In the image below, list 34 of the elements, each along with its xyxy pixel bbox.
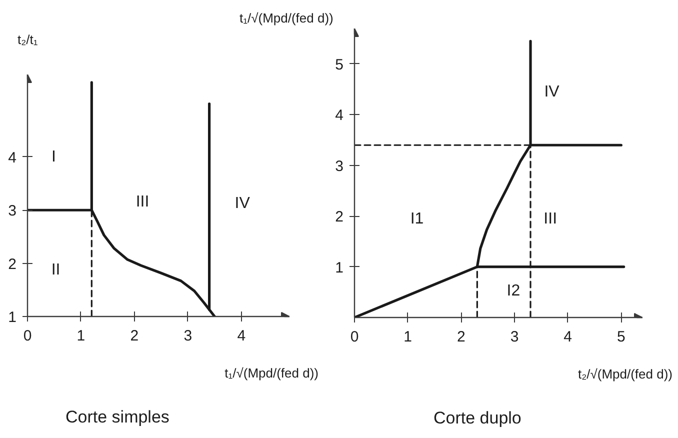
y-tick-label: 3 xyxy=(8,202,16,220)
x-axis-title: t₂/√(Mpd/(fed d)) xyxy=(578,366,673,382)
annotation: I1 xyxy=(410,210,424,228)
x-tick-label: 0 xyxy=(23,328,32,344)
y-tick-label: 3 xyxy=(335,158,344,175)
text: Corte simples xyxy=(66,408,170,426)
x-tick-label: 3 xyxy=(184,328,192,344)
y-axis-title: t₁/√(Mpd/(fed d)) xyxy=(240,10,334,26)
y-tick-label: 2 xyxy=(335,208,344,226)
x-tick-label: 1 xyxy=(76,328,86,344)
y-tick-label: 1 xyxy=(335,259,344,276)
x-tick-label: 0 xyxy=(350,328,359,346)
y-tick-label: 1 xyxy=(8,309,16,326)
annotation: I2 xyxy=(506,282,520,300)
x-tick-label: 3 xyxy=(510,328,519,346)
y-axis-title: t₂/t₁ xyxy=(18,32,38,47)
x-tick-label: 4 xyxy=(237,328,246,344)
y-tick-label: 4 xyxy=(335,107,344,124)
annotation: IV xyxy=(234,195,250,212)
x-tick-label: 5 xyxy=(616,328,626,346)
x-tick-label: 2 xyxy=(130,328,139,344)
annotation: III xyxy=(136,194,150,211)
x-tick-label: 1 xyxy=(404,328,412,346)
annotation: IV xyxy=(544,83,560,100)
y-tick-label: 5 xyxy=(335,56,344,74)
x-tick-label: 4 xyxy=(564,328,572,346)
x-tick-label: 2 xyxy=(456,328,466,346)
x-axis-title: t₁/√(Mpd/(fed d)) xyxy=(224,366,319,380)
annotation: III xyxy=(544,210,558,228)
annotation: II xyxy=(51,261,60,278)
text: Corte duplo xyxy=(434,408,522,428)
y-tick-label: 2 xyxy=(8,256,16,273)
annotation: I xyxy=(51,148,56,166)
y-tick-label: 4 xyxy=(8,149,16,166)
